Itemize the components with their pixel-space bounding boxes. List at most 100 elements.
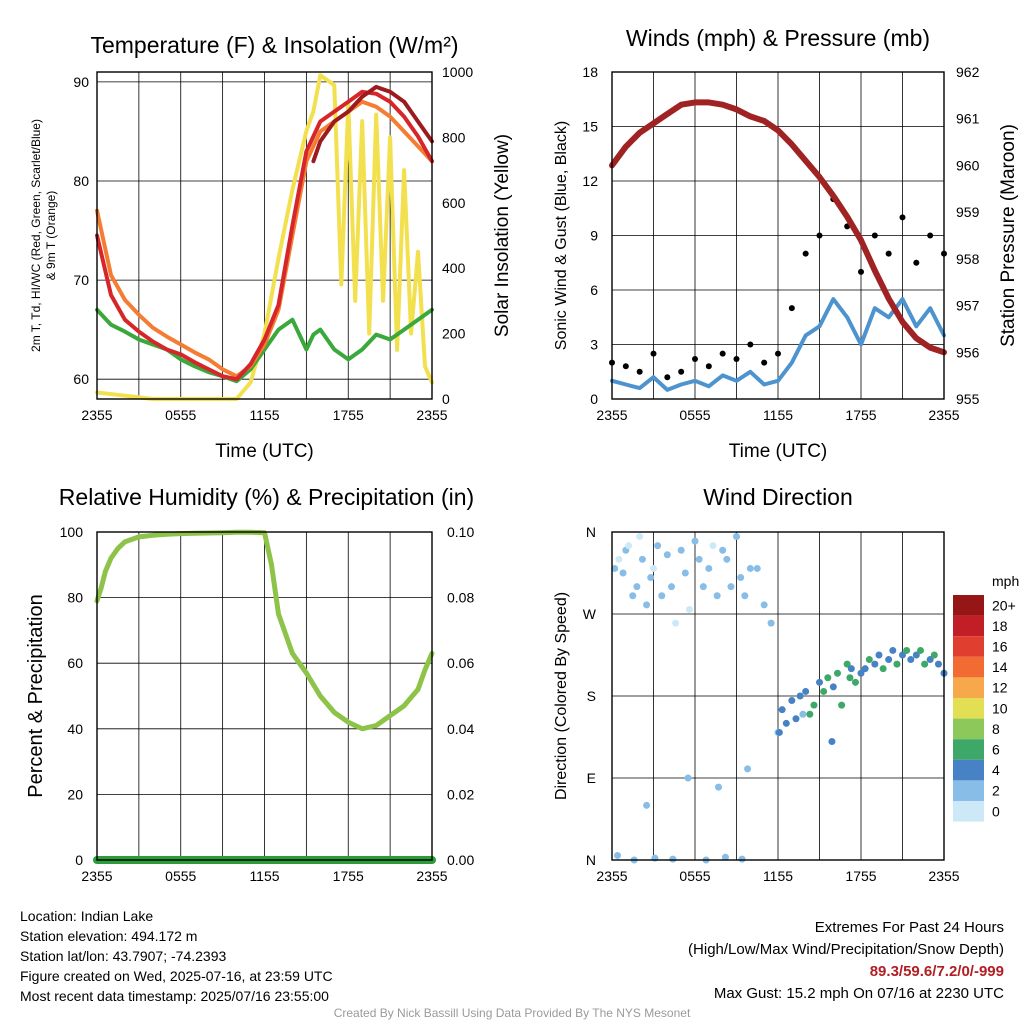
legend-label: 20+: [992, 597, 1016, 613]
chart-title: Winds (mph) & Pressure (mb): [626, 25, 930, 51]
direction-point: [727, 583, 735, 591]
direction-point: [838, 701, 846, 709]
direction-point: [792, 715, 800, 723]
direction-point: [709, 542, 717, 550]
winds-pressure-chart: 0 3 6 9 12 15 18 955 956 957 958 959 960 961 962 2355 05…: [553, 25, 1019, 462]
direction-point: [875, 651, 883, 659]
x-tick-label: 2355: [596, 407, 627, 423]
y-right-tick-label: 0.02: [447, 786, 474, 802]
direction-point: [654, 542, 662, 550]
y-tick-label: N: [586, 852, 596, 868]
direction-point: [833, 669, 841, 677]
legend-label: 8: [992, 721, 1000, 737]
y-axis-label: Percent & Precipitation: [25, 594, 47, 797]
direction-point: [741, 592, 749, 600]
legend-title: mph: [992, 573, 1019, 589]
y-tick-label: 6: [590, 282, 598, 298]
x-tick-label: 1755: [845, 407, 876, 423]
gust-point: [913, 259, 920, 266]
legend-label: 10: [992, 700, 1008, 716]
direction-point: [796, 692, 804, 700]
gust-point: [899, 214, 906, 221]
gust-point: [761, 359, 768, 366]
direction-point: [753, 564, 761, 572]
extremes-title: Extremes For Past 24 Hours: [814, 919, 1004, 936]
y-tick-label: 0: [590, 391, 598, 407]
series-line-sonic-wind: [610, 297, 946, 392]
y-tick-label: 40: [67, 721, 83, 737]
direction-point: [650, 564, 657, 572]
y-tick-label: E: [587, 770, 596, 786]
gust-point: [692, 356, 698, 363]
gust-point: [733, 356, 740, 363]
legend-swatch: [953, 615, 984, 637]
gust-point: [636, 368, 643, 375]
series-line-relative-humidity: [94, 529, 435, 732]
direction-point: [638, 555, 646, 563]
station-latlon: Station lat/lon: 43.7907; -74.2393: [20, 948, 227, 964]
legend-swatch: [953, 656, 984, 678]
x-tick-label: 2355: [928, 868, 959, 884]
gust-point: [622, 363, 629, 370]
x-tick-label: 2355: [596, 868, 627, 884]
direction-point: [828, 738, 836, 746]
y-right-tick-label: 200: [442, 326, 466, 342]
direction-point: [615, 555, 623, 563]
plot-frame: [96, 531, 433, 861]
direction-point: [715, 783, 723, 791]
x-tick-label: 0555: [165, 407, 196, 423]
direction-point: [912, 651, 920, 659]
direction-point: [614, 851, 622, 859]
direction-point: [619, 569, 627, 577]
direction-point: [816, 678, 823, 686]
plot-frame: [611, 531, 945, 861]
direction-point: [824, 674, 832, 682]
direction-point: [672, 619, 680, 627]
series-line-td: [95, 307, 434, 384]
y-tick-label: S: [587, 688, 596, 704]
direction-point: [643, 601, 651, 609]
y-right-tick-label: 0.04: [447, 721, 474, 737]
direction-point: [799, 710, 807, 718]
x-tick-label: 2355: [928, 407, 959, 423]
max-gust: Max Gust: 15.2 mph On 07/16 at 2230 UTC: [713, 985, 1004, 1002]
x-axis-label: Time (UTC): [215, 441, 314, 462]
direction-point: [847, 665, 855, 673]
direction-point: [695, 555, 703, 563]
legend-swatch: [953, 636, 984, 657]
y-right-tick-label: 957: [956, 298, 980, 314]
y-right-tick-label: 600: [442, 195, 466, 211]
x-tick-label: 2355: [416, 868, 447, 884]
direction-point: [738, 855, 746, 863]
legend-swatch: [953, 780, 984, 801]
x-tick-label: 2355: [416, 407, 447, 423]
direction-point: [767, 619, 775, 627]
y-right-tick-label: 955: [956, 391, 980, 407]
gust-point: [775, 350, 781, 357]
direction-point: [684, 774, 692, 782]
x-tick-label: 1755: [333, 868, 364, 884]
x-tick-label: 1155: [763, 407, 793, 423]
y-tick-label: 100: [60, 524, 84, 540]
station-info: Location: Indian Lake Station elevation:…: [20, 906, 333, 1006]
y-right-tick-label: 960: [956, 157, 980, 173]
direction-point: [744, 765, 752, 773]
direction-point: [778, 706, 786, 714]
chart-title: Wind Direction: [703, 484, 853, 510]
direction-point: [861, 665, 869, 673]
y-tick-label: W: [583, 606, 597, 622]
station-location: Location: Indian Lake: [20, 908, 154, 924]
gust-point: [858, 268, 864, 275]
gust-point: [719, 350, 726, 357]
direction-point: [810, 701, 818, 709]
gust-point: [747, 341, 754, 348]
x-tick-label: 0555: [165, 868, 196, 884]
y-tick-label: 9: [590, 228, 598, 244]
y-tick-label: 60: [67, 655, 83, 671]
y-right-axis-label: Solar Insolation (Yellow): [492, 134, 513, 337]
x-tick-label: 1755: [845, 868, 876, 884]
y-right-tick-label: 962: [956, 64, 980, 80]
direction-point: [782, 719, 790, 727]
y-axis-label: Sonic Wind & Gust (Blue, Black): [553, 121, 570, 350]
